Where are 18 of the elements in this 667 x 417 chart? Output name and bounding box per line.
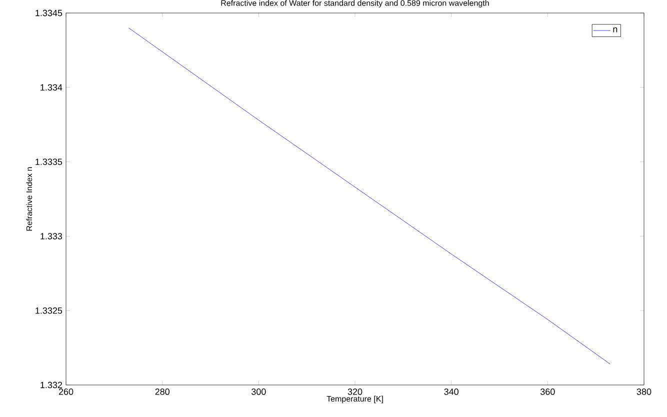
- x-axis-title: Temperature [K]: [326, 396, 383, 404]
- x-tick-label: 280: [155, 388, 170, 395]
- y-tick-label: 1.3345: [36, 10, 62, 16]
- y-axis-title: Refractive Index n: [26, 167, 32, 231]
- x-tick-label: 380: [636, 388, 652, 395]
- y-tick-label: 1.3335: [36, 158, 62, 165]
- chart-title: Refractive index of Water for standard density and 0.589 micron wavelength: [221, 0, 489, 8]
- y-tick-label: 1.332: [40, 382, 62, 388]
- x-tick-label: 260: [58, 388, 74, 395]
- x-tick-label: 360: [540, 388, 555, 395]
- y-tick-label: 1.334: [40, 84, 62, 91]
- y-tick-label: 1.3325: [36, 307, 62, 314]
- line-series: [128, 28, 611, 364]
- x-tick-label: 340: [444, 388, 458, 395]
- y-tick-label: 1.333: [40, 233, 62, 240]
- x-tick-label: 320: [348, 388, 362, 395]
- legend-label: n: [613, 27, 618, 32]
- x-tick-label: 300: [252, 388, 266, 395]
